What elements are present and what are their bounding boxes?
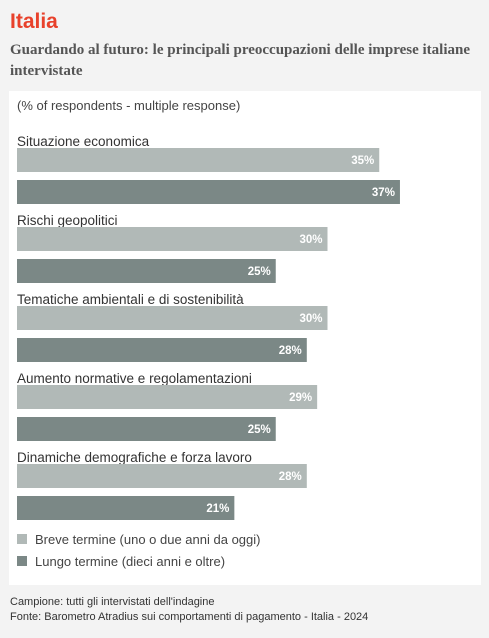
- legend-swatch: [17, 534, 27, 544]
- category-label: Tematiche ambientali e di sostenibilità: [17, 292, 244, 307]
- category-label: Situazione economica: [17, 134, 150, 149]
- chart-subtitle: Guardando al futuro: le principali preoc…: [10, 42, 471, 79]
- chart-header: Italia Guardando al futuro: le principal…: [10, 8, 480, 82]
- bar-value-label: 25%: [248, 424, 271, 436]
- chart-note: (% of respondents - multiple response): [17, 98, 241, 113]
- bar-value-label: 29%: [289, 392, 312, 404]
- bar-value-label: 28%: [279, 345, 302, 357]
- category-label: Rischi geopolitici: [17, 213, 118, 228]
- legend-label: Breve termine (uno o due anni da oggi): [35, 532, 260, 547]
- bar: [17, 306, 328, 330]
- bar-value-label: 30%: [299, 234, 322, 246]
- category-label: Dinamiche demografiche e forza lavoro: [17, 450, 252, 465]
- bar: [17, 496, 235, 520]
- bar: [17, 417, 276, 441]
- bar: [17, 259, 276, 283]
- bar-value-label: 37%: [372, 187, 395, 199]
- footer-source: Fonte: Barometro Atradius sui comportame…: [10, 611, 369, 623]
- category-label: Aumento normative e regolamentazioni: [17, 371, 252, 386]
- bar-value-label: 25%: [248, 266, 271, 278]
- bar-value-label: 35%: [351, 155, 374, 167]
- footer-sample: Campione: tutti gli intervistati dell'in…: [10, 596, 215, 608]
- bar: [17, 180, 400, 204]
- legend-swatch: [17, 556, 27, 566]
- bar: [17, 148, 380, 172]
- chart-footer: Campione: tutti gli intervistati dell'in…: [10, 595, 368, 625]
- bar: [17, 227, 328, 251]
- legend-label: Lungo termine (dieci anni e oltre): [35, 554, 225, 569]
- chart-title: Italia: [10, 10, 58, 33]
- bar-value-label: 30%: [299, 313, 322, 325]
- bar-value-label: 28%: [279, 471, 302, 483]
- bar: [17, 338, 307, 362]
- bar: [17, 385, 318, 409]
- bar-value-label: 21%: [206, 503, 229, 515]
- bar: [17, 464, 307, 488]
